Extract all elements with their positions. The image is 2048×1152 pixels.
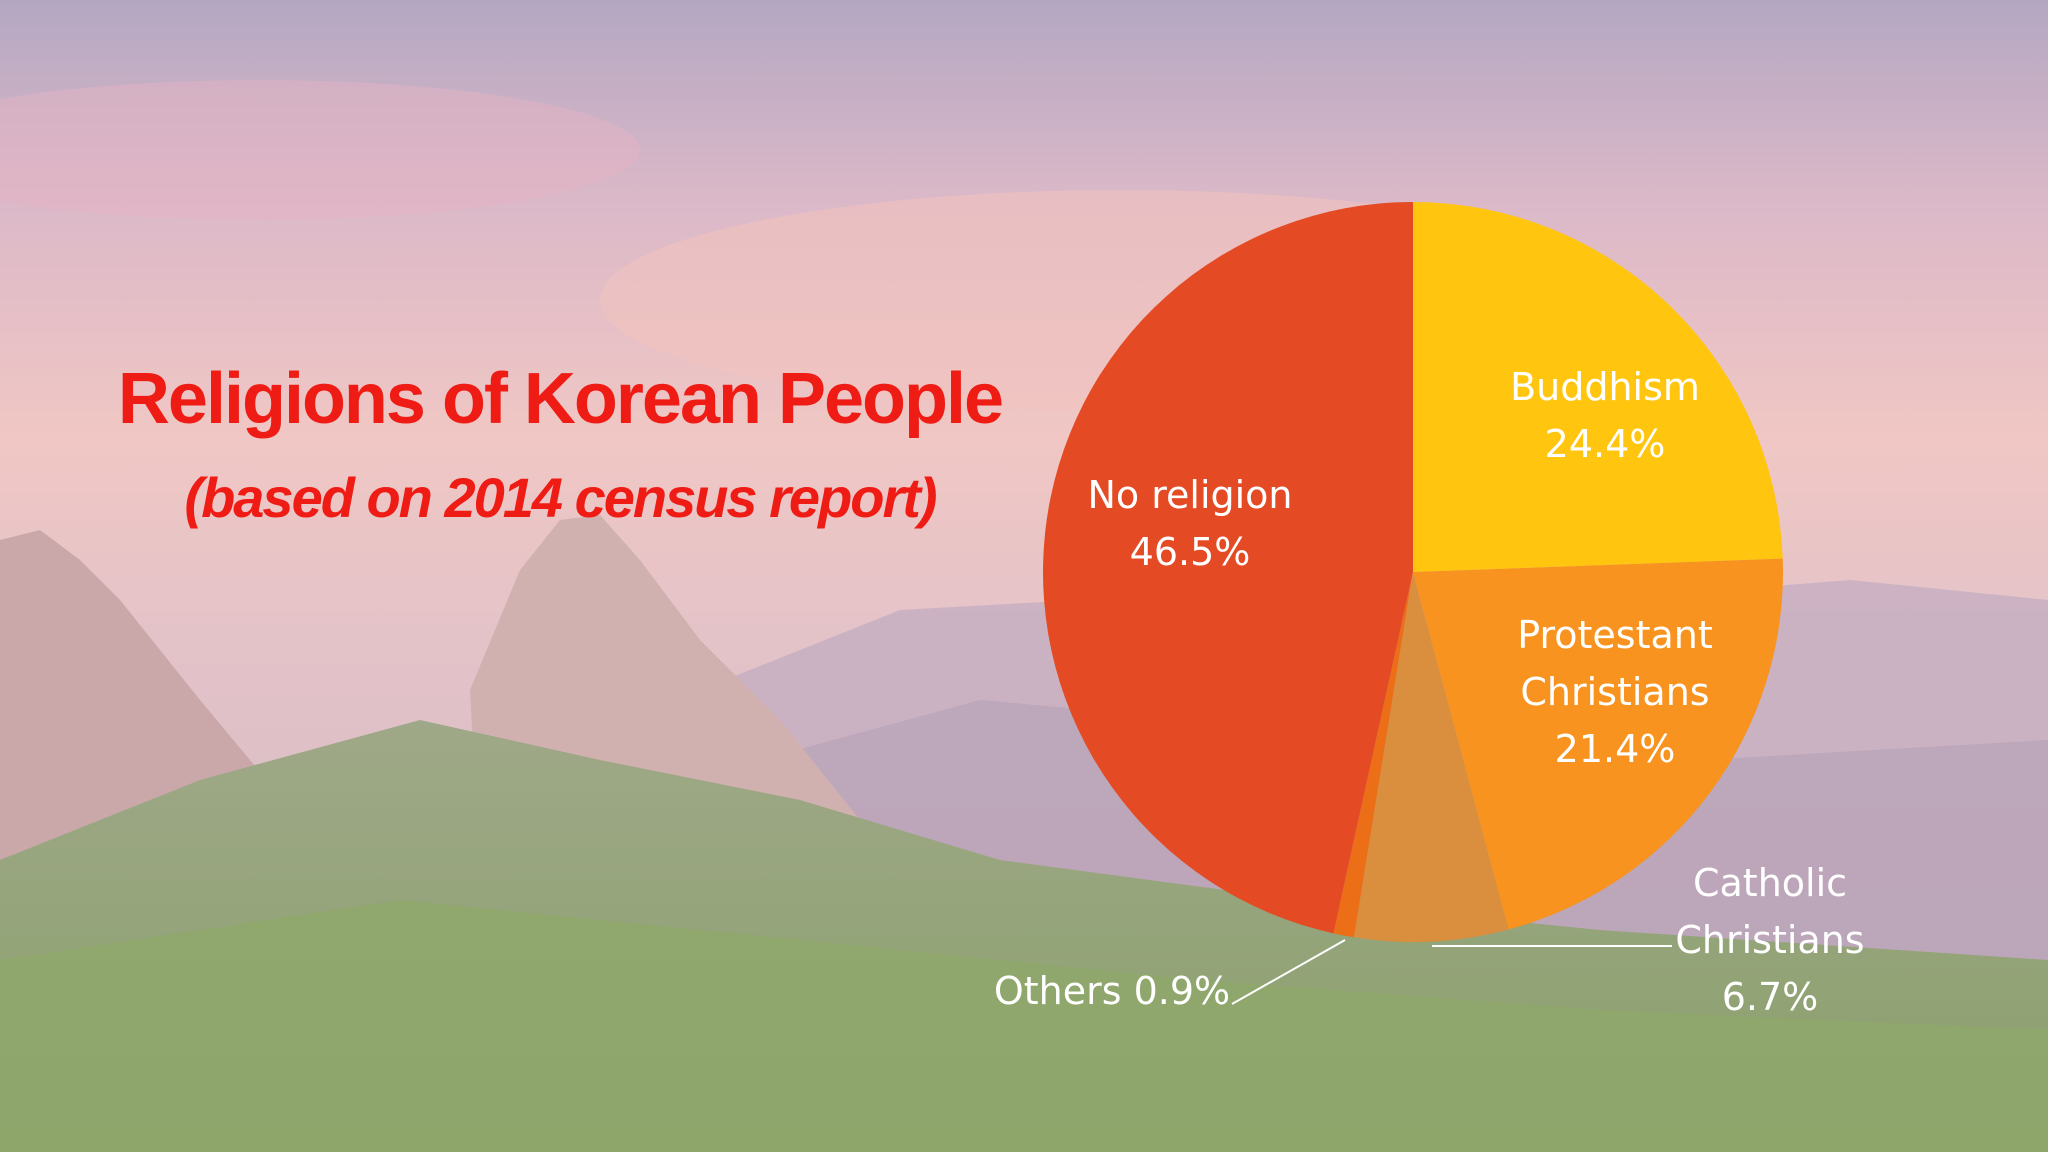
data-label-no-religion: No religion 46.5% bbox=[1087, 473, 1292, 574]
slide-title: Religions of Korean People bbox=[117, 359, 1004, 439]
pie-slice-catholic-christians bbox=[1353, 572, 1509, 942]
data-label-buddhism: Buddhism 24.4% bbox=[1510, 365, 1700, 466]
data-label-line: 24.4% bbox=[1545, 422, 1666, 466]
data-label-line: Others 0.9% bbox=[994, 969, 1230, 1013]
pie-slice-others bbox=[1333, 572, 1413, 938]
pie-slice-protestant-christians bbox=[1413, 558, 1783, 930]
pie-slice-no-religion bbox=[1042, 202, 1413, 934]
pie-slice-buddhism bbox=[1413, 202, 1783, 572]
data-label-others: Others 0.9% bbox=[994, 969, 1230, 1013]
data-label-line: Christians bbox=[1675, 918, 1864, 962]
data-label-protestant-christians: Protestant Christians 21.4% bbox=[1517, 613, 1713, 771]
data-label-catholic-christians: Catholic Christians 6.7% bbox=[1675, 861, 1864, 1019]
data-label-line: Catholic bbox=[1693, 861, 1847, 905]
data-label-line: Protestant bbox=[1517, 613, 1713, 657]
data-label-line: Buddhism bbox=[1510, 365, 1700, 409]
data-label-line: Christians bbox=[1520, 670, 1709, 714]
data-label-line: 46.5% bbox=[1130, 530, 1251, 574]
data-label-line: 6.7% bbox=[1722, 975, 1819, 1019]
data-label-line: No religion bbox=[1087, 473, 1292, 517]
data-label-line: 21.4% bbox=[1555, 727, 1676, 771]
slide-subtitle: (based on 2014 census report) bbox=[184, 466, 937, 529]
leader-line-others bbox=[1231, 939, 1346, 1005]
